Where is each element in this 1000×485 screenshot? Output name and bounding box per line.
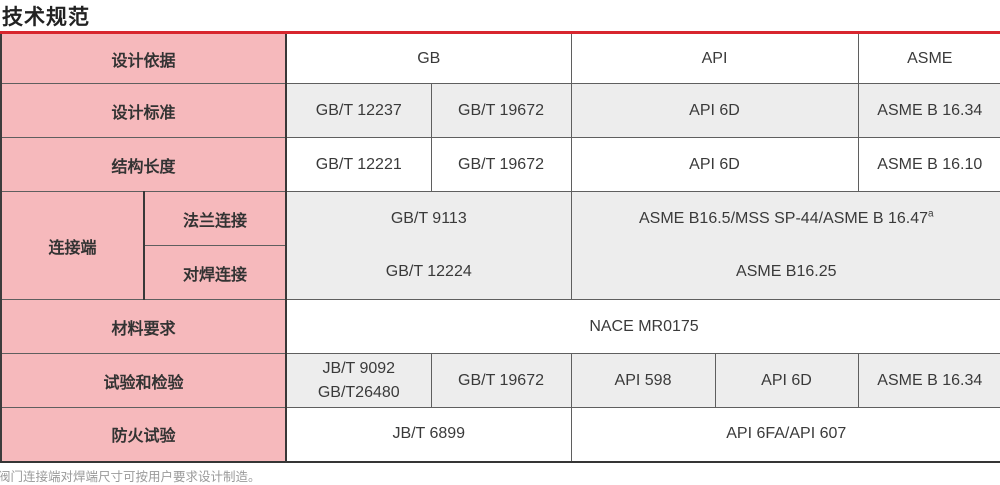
footnote-marker-a: a bbox=[928, 208, 934, 220]
cell-flange-intl: ASME B16.5/MSS SP-44/ASME B 16.47a bbox=[570, 191, 1000, 246]
cell-design-basis-asme: ASME bbox=[857, 32, 1000, 84]
row-header-design-basis: 设计依据 bbox=[0, 32, 288, 84]
cell-test-asme: ASME B 16.34 bbox=[857, 353, 1000, 408]
cell-test-jb: JB/T 9092 GB/T26480 bbox=[285, 353, 432, 408]
cell-design-standard-gb2: GB/T 19672 bbox=[430, 83, 572, 138]
row-subheader-buttweld-connection: 对焊连接 bbox=[143, 245, 288, 300]
cell-test-jb-line2: GB/T26480 bbox=[317, 383, 400, 401]
table-row-material-requirement: 材料要求 NACE MR0175 bbox=[0, 299, 1000, 354]
spec-table: 设计依据 GB API ASME 设计标准 GB/T 12237 GB/T 19… bbox=[0, 31, 1000, 463]
cell-fire-test-api: API 6FA/API 607 bbox=[570, 407, 1000, 462]
cell-design-basis-gb: GB bbox=[285, 32, 572, 84]
row-header-structure-length: 结构长度 bbox=[0, 137, 288, 192]
table-row-structure-length: 结构长度 GB/T 12221 GB/T 19672 API 6D ASME B… bbox=[0, 137, 1000, 192]
row-subheader-flange-connection: 法兰连接 bbox=[143, 191, 288, 246]
cell-design-standard-gb1: GB/T 12237 bbox=[285, 83, 432, 138]
cell-design-basis-api: API bbox=[570, 32, 859, 84]
footnote: 阀门连接端对焊端尺寸可按用户要求设计制造。 bbox=[0, 470, 261, 484]
table-row-buttweld-connection: 对焊连接 GB/T 12224 ASME B16.25 bbox=[1, 245, 1000, 300]
cell-buttweld-gb: GB/T 12224 bbox=[285, 245, 572, 300]
row-header-design-standard: 设计标准 bbox=[0, 83, 288, 138]
row-header-material-requirement: 材料要求 bbox=[0, 299, 288, 354]
cell-design-standard-asme: ASME B 16.34 bbox=[857, 83, 1000, 138]
cell-structure-length-asme: ASME B 16.10 bbox=[857, 137, 1000, 192]
cell-buttweld-intl: ASME B16.25 bbox=[570, 245, 1000, 300]
table-row-fire-test: 防火试验 JB/T 6899 API 6FA/API 607 bbox=[0, 407, 1000, 462]
table-row-design-standard: 设计标准 GB/T 12237 GB/T 19672 API 6D ASME B… bbox=[0, 83, 1000, 138]
cell-test-jb-line1: JB/T 9092 bbox=[322, 359, 396, 377]
cell-design-standard-api: API 6D bbox=[570, 83, 859, 138]
cell-structure-length-gb1: GB/T 12221 bbox=[285, 137, 432, 192]
section-title: 技术规范 bbox=[2, 6, 90, 29]
cell-material-requirement: NACE MR0175 bbox=[285, 299, 1000, 354]
table-row-flange-connection: 连接端 法兰连接 GB/T 9113 ASME B16.5/MSS SP-44/… bbox=[0, 191, 1000, 300]
cell-structure-length-gb2: GB/T 19672 bbox=[430, 137, 572, 192]
row-header-test-inspection: 试验和检验 bbox=[0, 353, 288, 408]
cell-test-gb: GB/T 19672 bbox=[430, 353, 572, 408]
row-header-connection-end: 连接端 bbox=[0, 191, 145, 300]
cell-flange-gb: GB/T 9113 bbox=[285, 191, 572, 246]
cell-flange-intl-text: ASME B16.5/MSS SP-44/ASME B 16.47 bbox=[638, 209, 928, 227]
cell-test-api598: API 598 bbox=[570, 353, 716, 408]
cell-fire-test-jb: JB/T 6899 bbox=[285, 407, 572, 462]
table-row-test-inspection: 试验和检验 JB/T 9092 GB/T26480 GB/T 19672 API… bbox=[0, 353, 1000, 408]
table-row-design-basis: 设计依据 GB API ASME bbox=[0, 32, 1000, 84]
cell-test-api6d: API 6D bbox=[714, 353, 859, 408]
row-header-fire-test: 防火试验 bbox=[0, 407, 288, 462]
cell-structure-length-api: API 6D bbox=[570, 137, 859, 192]
